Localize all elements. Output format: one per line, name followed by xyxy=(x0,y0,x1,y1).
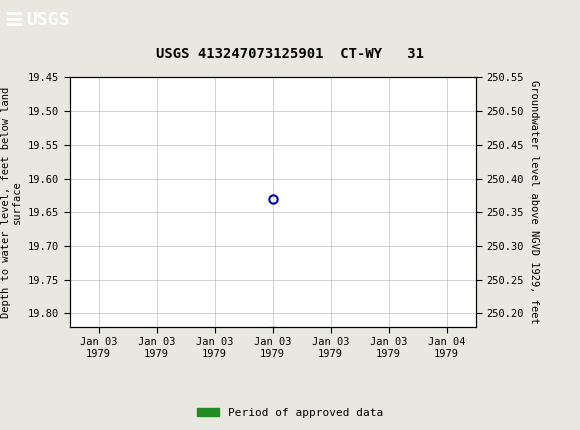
Text: USGS: USGS xyxy=(26,12,70,29)
Y-axis label: Groundwater level above NGVD 1929, feet: Groundwater level above NGVD 1929, feet xyxy=(529,80,539,324)
Text: ≡: ≡ xyxy=(3,9,24,32)
Legend: Period of approved data: Period of approved data xyxy=(193,403,387,422)
Text: USGS 413247073125901  CT-WY   31: USGS 413247073125901 CT-WY 31 xyxy=(156,47,424,61)
Y-axis label: Depth to water level, feet below land
surface: Depth to water level, feet below land su… xyxy=(1,86,23,318)
